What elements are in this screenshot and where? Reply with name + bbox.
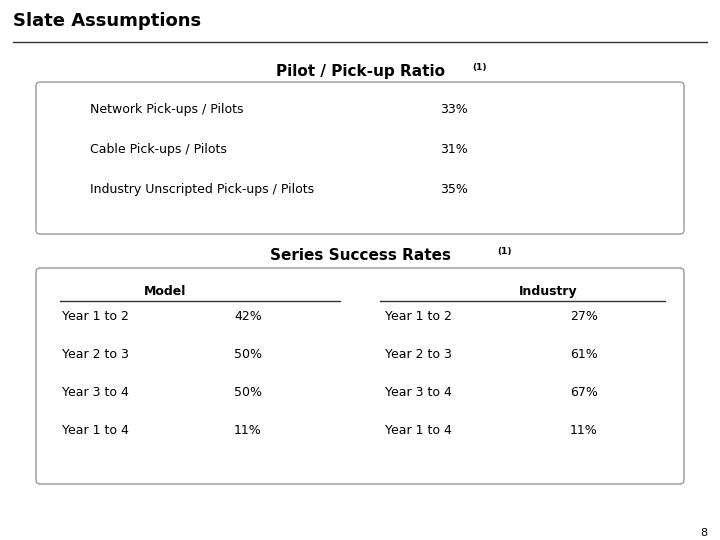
Text: 8: 8 <box>700 528 707 538</box>
Text: 31%: 31% <box>440 143 468 156</box>
Text: Year 1 to 4: Year 1 to 4 <box>385 424 452 437</box>
Text: 35%: 35% <box>440 183 468 196</box>
Text: Industry Unscripted Pick-ups / Pilots: Industry Unscripted Pick-ups / Pilots <box>90 183 314 196</box>
Text: Year 3 to 4: Year 3 to 4 <box>62 386 129 399</box>
Text: 11%: 11% <box>570 424 598 437</box>
Text: Year 1 to 2: Year 1 to 2 <box>62 310 129 323</box>
FancyBboxPatch shape <box>36 268 684 484</box>
Text: 67%: 67% <box>570 386 598 399</box>
Text: 61%: 61% <box>570 348 598 361</box>
Text: Year 1 to 2: Year 1 to 2 <box>385 310 452 323</box>
Text: 11%: 11% <box>234 424 262 437</box>
Text: Cable Pick-ups / Pilots: Cable Pick-ups / Pilots <box>90 143 227 156</box>
Text: Year 2 to 3: Year 2 to 3 <box>62 348 129 361</box>
Text: (1): (1) <box>497 247 511 256</box>
Text: Pilot / Pick-up Ratio: Pilot / Pick-up Ratio <box>276 64 444 79</box>
Text: Year 1 to 4: Year 1 to 4 <box>62 424 129 437</box>
Text: Year 2 to 3: Year 2 to 3 <box>385 348 452 361</box>
Text: Model: Model <box>144 285 186 298</box>
Text: Series Success Rates: Series Success Rates <box>269 248 451 263</box>
Text: 33%: 33% <box>440 103 468 116</box>
Text: Industry: Industry <box>518 285 577 298</box>
Text: Slate Assumptions: Slate Assumptions <box>13 12 201 30</box>
Text: 50%: 50% <box>234 386 262 399</box>
FancyBboxPatch shape <box>36 82 684 234</box>
Text: 50%: 50% <box>234 348 262 361</box>
Text: 42%: 42% <box>234 310 262 323</box>
Text: Year 3 to 4: Year 3 to 4 <box>385 386 452 399</box>
Text: 27%: 27% <box>570 310 598 323</box>
Text: (1): (1) <box>472 63 487 72</box>
Text: Network Pick-ups / Pilots: Network Pick-ups / Pilots <box>90 103 243 116</box>
